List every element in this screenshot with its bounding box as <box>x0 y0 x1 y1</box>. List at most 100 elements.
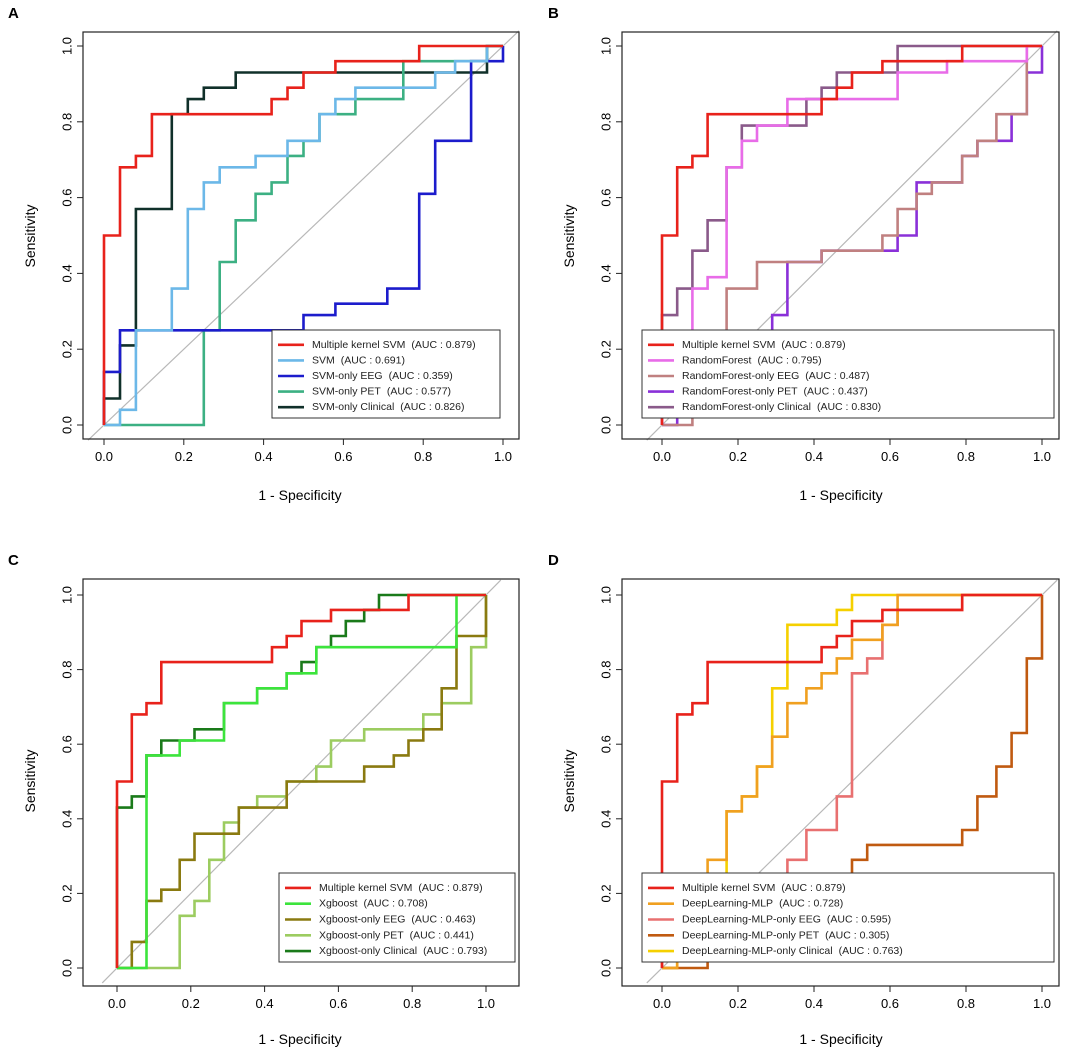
x-tick-label: 0.8 <box>957 996 975 1011</box>
legend-series-name: SVM-only Clinical <box>312 401 394 413</box>
legend-auc: (AUC : 0.830) <box>817 401 881 413</box>
legend-series-name: RandomForest <box>682 354 752 366</box>
legend-series-name: Multiple kernel SVM <box>682 339 775 351</box>
y-tick-label: 0.2 <box>598 884 613 902</box>
legend-auc: (AUC : 0.728) <box>779 897 843 909</box>
legend-label: RandomForest-only PET (AUC : 0.437) <box>682 385 868 397</box>
x-axis: 0.0 0.2 0.4 0.6 0.8 1.0 <box>108 985 495 1011</box>
legend-item: SVM-only EEG (AUC : 0.359) <box>278 370 453 382</box>
legend-series-name: Multiple kernel SVM <box>319 882 412 894</box>
panel-label: A <box>8 5 19 22</box>
legend-auc: (AUC : 0.708) <box>364 897 428 909</box>
x-tick-label: 0.8 <box>957 449 975 464</box>
legend-label: RandomForest (AUC : 0.795) <box>682 354 822 366</box>
y-axis-label: Sensitivity <box>561 749 577 812</box>
legend-item: DeepLearning-MLP-only EEG (AUC : 0.595) <box>648 913 891 925</box>
y-axis: 0.0 0.2 0.4 0.6 0.8 1.0 <box>59 586 84 977</box>
legend-auc: (AUC : 0.595) <box>827 913 891 925</box>
x-tick-label: 0.0 <box>95 449 113 464</box>
legend-series-name: DeepLearning-MLP-only PET <box>682 929 820 941</box>
panel-label: C <box>8 552 19 569</box>
legend-item: Multiple kernel SVM (AUC : 0.879) <box>278 339 476 351</box>
legend-label: RandomForest-only EEG (AUC : 0.487) <box>682 370 870 382</box>
legend-series-name: SVM-only EEG <box>312 370 383 382</box>
legend-auc: (AUC : 0.795) <box>757 354 821 366</box>
y-axis: 0.0 0.2 0.4 0.6 0.8 1.0 <box>59 37 84 434</box>
legend-label: RandomForest-only Clinical (AUC : 0.830) <box>682 401 881 413</box>
legend-series-name: DeepLearning-MLP-only Clinical <box>682 945 833 957</box>
x-tick-label: 0.6 <box>881 996 899 1011</box>
roc-curve-multiple-kernel-svm <box>102 44 503 425</box>
legend-item: Xgboost-only EEG (AUC : 0.463) <box>285 913 476 925</box>
legend-auc: (AUC : 0.359) <box>389 370 453 382</box>
legend-item: RandomForest-only EEG (AUC : 0.487) <box>648 370 870 382</box>
y-tick-label: 0.2 <box>598 340 613 358</box>
y-axis: 0.0 0.2 0.4 0.6 0.8 1.0 <box>598 586 623 977</box>
legend: Multiple kernel SVM (AUC : 0.879) Xgboost (… <box>278 872 516 963</box>
y-axis-label: Sensitivity <box>22 204 38 267</box>
legend-item: Xgboost-only PET (AUC : 0.441) <box>285 929 474 941</box>
legend-item: Multiple kernel SVM (AUC : 0.879) <box>285 882 483 894</box>
legend-item: DeepLearning-MLP-only Clinical (AUC : 0.7… <box>648 945 903 957</box>
legend-auc: (AUC : 0.487) <box>805 370 869 382</box>
legend-auc: (AUC : 0.437) <box>804 385 868 397</box>
legend-label: Multiple kernel SVM (AUC : 0.879) <box>682 339 846 351</box>
x-axis-label: 1 - Specificity <box>258 487 341 503</box>
x-tick-label: 0.4 <box>805 449 823 464</box>
legend-item: SVM-only Clinical (AUC : 0.826) <box>278 401 464 413</box>
legend-label: Xgboost-only PET (AUC : 0.441) <box>319 929 474 941</box>
legend-label: SVM (AUC : 0.691) <box>312 354 405 366</box>
legend-item: RandomForest-only Clinical (AUC : 0.830) <box>648 401 881 413</box>
y-tick-label: 0.6 <box>59 189 74 207</box>
legend-box <box>271 329 501 419</box>
y-tick-label: 0.6 <box>598 735 613 753</box>
y-axis-label: Sensitivity <box>22 749 38 812</box>
y-tick-label: 0.4 <box>59 264 74 282</box>
series-group <box>102 44 505 427</box>
legend-label: Multiple kernel SVM (AUC : 0.879) <box>319 882 483 894</box>
y-tick-label: 0.4 <box>59 810 74 828</box>
y-axis: 0.0 0.2 0.4 0.6 0.8 1.0 <box>598 37 623 434</box>
legend-series-name: Xgboost <box>319 897 358 909</box>
legend-box <box>641 872 1055 963</box>
x-tick-label: 1.0 <box>1033 449 1051 464</box>
legend: Multiple kernel SVM (AUC : 0.879) SVM (AUC … <box>271 329 501 419</box>
roc-curve-svm <box>104 44 503 427</box>
y-tick-label: 0.8 <box>598 113 613 131</box>
legend-box <box>278 872 516 963</box>
y-tick-label: 1.0 <box>598 37 613 55</box>
legend-series-name: DeepLearning-MLP-only EEG <box>682 913 821 925</box>
x-tick-label: 0.4 <box>805 996 823 1011</box>
y-tick-label: 0.0 <box>59 959 74 977</box>
roc-panel-b: B 0.0 0.2 0.4 0.6 0.8 1.0 0.0 0.2 0.4 0.6 0.8 1.0 1 -… <box>548 5 1060 503</box>
legend-series-name: DeepLearning-MLP <box>682 897 773 909</box>
panel-label: D <box>548 552 559 569</box>
x-tick-label: 1.0 <box>477 996 495 1011</box>
legend-auc: (AUC : 0.691) <box>341 354 405 366</box>
legend-series-name: RandomForest-only EEG <box>682 370 799 382</box>
legend-auc: (AUC : 0.463) <box>411 913 475 925</box>
legend-label: DeepLearning-MLP (AUC : 0.728) <box>682 897 843 909</box>
series-group <box>115 593 488 970</box>
y-tick-label: 0.0 <box>598 416 613 434</box>
legend-item: Multiple kernel SVM (AUC : 0.879) <box>648 882 846 894</box>
panel-label: B <box>548 5 559 22</box>
legend-series-name: Xgboost-only EEG <box>319 913 405 925</box>
legend-auc: (AUC : 0.793) <box>423 945 487 957</box>
legend: Multiple kernel SVM (AUC : 0.879) RandomFo… <box>641 329 1055 419</box>
legend-label: Xgboost-only EEG (AUC : 0.463) <box>319 913 476 925</box>
y-tick-label: 1.0 <box>598 586 613 604</box>
x-axis: 0.0 0.2 0.4 0.6 0.8 1.0 <box>653 438 1051 464</box>
y-axis-label: Sensitivity <box>561 204 577 267</box>
legend-auc: (AUC : 0.879) <box>781 882 845 894</box>
roc-panel-c: C 0.0 0.2 0.4 0.6 0.8 1.0 0.0 0.2 0.4 0.6 0.8 1.0 1 -… <box>8 552 520 1047</box>
roc-curve-multiple-kernel-svm <box>660 44 1042 425</box>
legend-series-name: Multiple kernel SVM <box>312 339 405 351</box>
legend-label: DeepLearning-MLP-only Clinical (AUC : 0.7… <box>682 945 903 957</box>
legend-item: SVM-only PET (AUC : 0.577) <box>278 385 451 397</box>
x-tick-label: 0.0 <box>108 996 126 1011</box>
y-tick-label: 1.0 <box>59 586 74 604</box>
legend-series-name: SVM-only PET <box>312 385 381 397</box>
x-tick-label: 0.6 <box>881 449 899 464</box>
legend-item: Xgboost (AUC : 0.708) <box>285 897 428 909</box>
